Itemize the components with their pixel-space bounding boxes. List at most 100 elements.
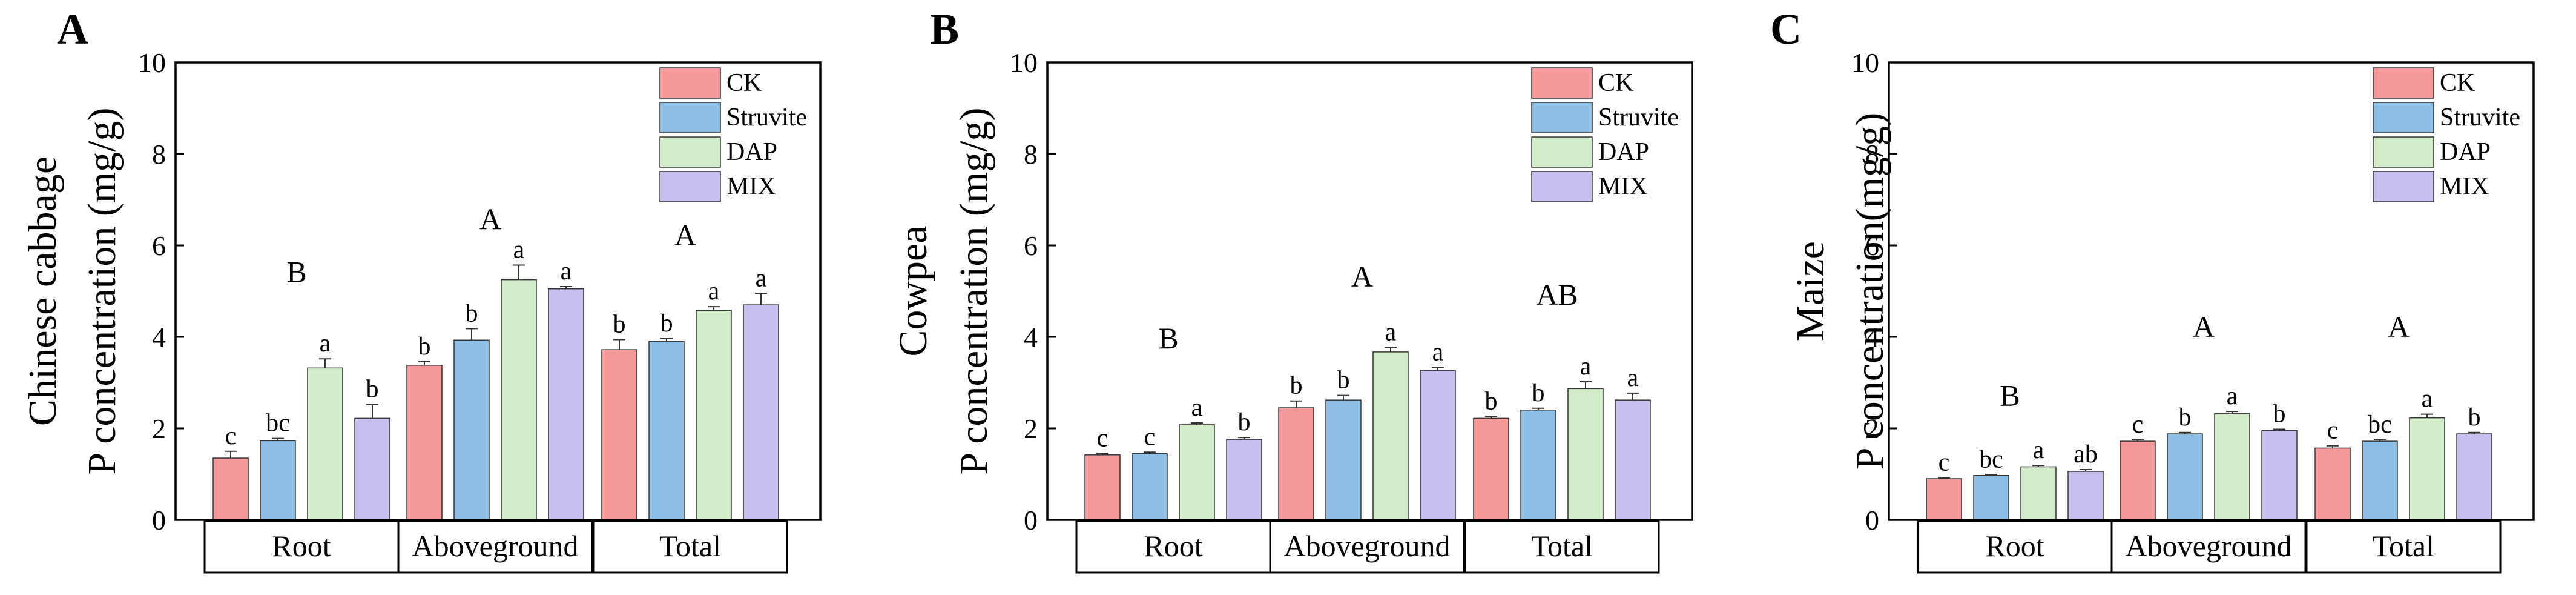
bar-dap: [307, 367, 343, 520]
significance-letter: b: [1238, 408, 1251, 436]
y-tick-label: 8: [152, 139, 166, 170]
y-tick-label: 0: [1865, 505, 1879, 536]
category-box: [592, 520, 788, 574]
legend-label: CK: [2440, 69, 2475, 97]
bar-mix: [2261, 430, 2298, 520]
chart-panel-B: B Cowpea P concentration (mg/g) 0 2 4 6 8 10 c c a b…: [891, 5, 1693, 574]
y-axis-title: Maize: [1788, 241, 1833, 341]
category-label: Total: [659, 529, 721, 563]
group-significance-letter: AB: [1536, 278, 1578, 311]
bar-mix: [1226, 439, 1262, 520]
category-label: Total: [1531, 529, 1593, 563]
y-tick-label: 4: [1024, 322, 1038, 353]
significance-letter: a: [561, 258, 572, 285]
significance-letter: bc: [1979, 445, 2003, 473]
bar-ck: [1473, 417, 1509, 520]
significance-letter: b: [2273, 401, 2286, 428]
chart-panel-A: A Chinese cabbage P concentration (mg/g) 0 2…: [21, 5, 822, 574]
legend-swatch-dap: [659, 136, 721, 168]
bar-ck: [1278, 407, 1314, 520]
category-box: [397, 520, 593, 574]
bar-mix: [548, 288, 584, 520]
category-label: Aboveground: [2126, 529, 2292, 563]
bar-ck: [2120, 440, 2156, 520]
significance-letter: a: [708, 278, 720, 305]
significance-letter: b: [1532, 379, 1545, 407]
bar-mix: [354, 417, 390, 520]
legend-label: Struvite: [726, 104, 807, 131]
category-label: Aboveground: [1284, 529, 1451, 563]
bar-dap: [1372, 351, 1409, 520]
group-significance-letter: A: [2193, 310, 2215, 344]
bar-ck: [601, 349, 637, 520]
bar-dap: [696, 310, 732, 520]
significance-letter: b: [1337, 367, 1350, 394]
y-axis-title: Cowpea: [891, 225, 935, 356]
legend-swatch-ck: [659, 67, 721, 99]
category-label: Aboveground: [412, 529, 579, 563]
legend-swatch-mix: [1531, 171, 1593, 202]
significance-letter: a: [2033, 436, 2044, 464]
bar-ck: [2314, 447, 2351, 520]
significance-letter: a: [1191, 394, 1203, 422]
significance-letter: a: [756, 264, 767, 292]
significance-letter: a: [513, 236, 525, 264]
category-box: [1269, 520, 1465, 574]
legend-swatch-dap: [2373, 136, 2434, 168]
bar-ck: [1926, 478, 1962, 520]
y-tick-label: 4: [152, 322, 166, 353]
bar-mix: [1420, 370, 1456, 520]
category-box: [2110, 520, 2307, 574]
bar-mix: [2456, 433, 2492, 520]
bar-mix: [743, 304, 779, 520]
legend-label: Struvite: [1598, 104, 1679, 131]
bar-struvite: [2167, 433, 2203, 520]
legend-swatch-struvite: [1531, 102, 1593, 133]
significance-letter: c: [1097, 425, 1108, 453]
legend-label: CK: [1598, 69, 1633, 97]
bar-ck: [212, 457, 249, 520]
y-tick-label: 0: [1024, 505, 1038, 536]
significance-letter: b: [2468, 404, 2481, 431]
group-significance-letter: B: [2000, 378, 2020, 412]
significance-letter: b: [2179, 404, 2192, 431]
panel-label: C: [1770, 5, 1802, 53]
group-significance-letter: B: [1158, 321, 1178, 355]
bar-struvite: [1325, 399, 1362, 520]
category-label: Root: [1144, 529, 1202, 563]
category-box: [2305, 520, 2502, 574]
bar-dap: [2214, 413, 2250, 520]
y-tick-label: 8: [1024, 139, 1038, 170]
bar-struvite: [453, 339, 490, 520]
significance-letter: c: [225, 422, 237, 450]
legend-label: CK: [726, 69, 762, 97]
panel-label: A: [57, 5, 88, 53]
panel-label: B: [930, 5, 959, 53]
significance-letter: b: [418, 333, 431, 361]
significance-letter: b: [1290, 372, 1303, 400]
significance-letter: c: [2132, 411, 2144, 439]
legend-label: MIX: [726, 173, 776, 201]
legend-label: MIX: [2440, 173, 2489, 201]
significance-letter: a: [1627, 364, 1639, 392]
significance-letter: b: [366, 376, 379, 404]
significance-letter: b: [660, 310, 673, 337]
legend-swatch-dap: [1531, 136, 1593, 168]
category-label: Root: [272, 529, 331, 563]
group-significance-letter: A: [479, 202, 501, 236]
y-axis-title: Chinese cabbage: [21, 156, 65, 426]
y-tick-label: 6: [152, 230, 166, 261]
bar-ck: [1084, 454, 1121, 520]
significance-letter: a: [320, 330, 331, 357]
legend-swatch-struvite: [659, 102, 721, 133]
y-tick-label: 10: [1851, 47, 1879, 78]
y-axis-title: P concentration(mg/g): [1848, 113, 1892, 470]
y-axis-title: P concentration (mg/g): [952, 107, 996, 474]
legend-label: DAP: [726, 138, 777, 166]
y-tick-label: 4: [1865, 322, 1879, 353]
legend-swatch-mix: [2373, 171, 2434, 202]
group-significance-letter: A: [2388, 310, 2410, 344]
significance-letter: a: [2422, 385, 2433, 413]
